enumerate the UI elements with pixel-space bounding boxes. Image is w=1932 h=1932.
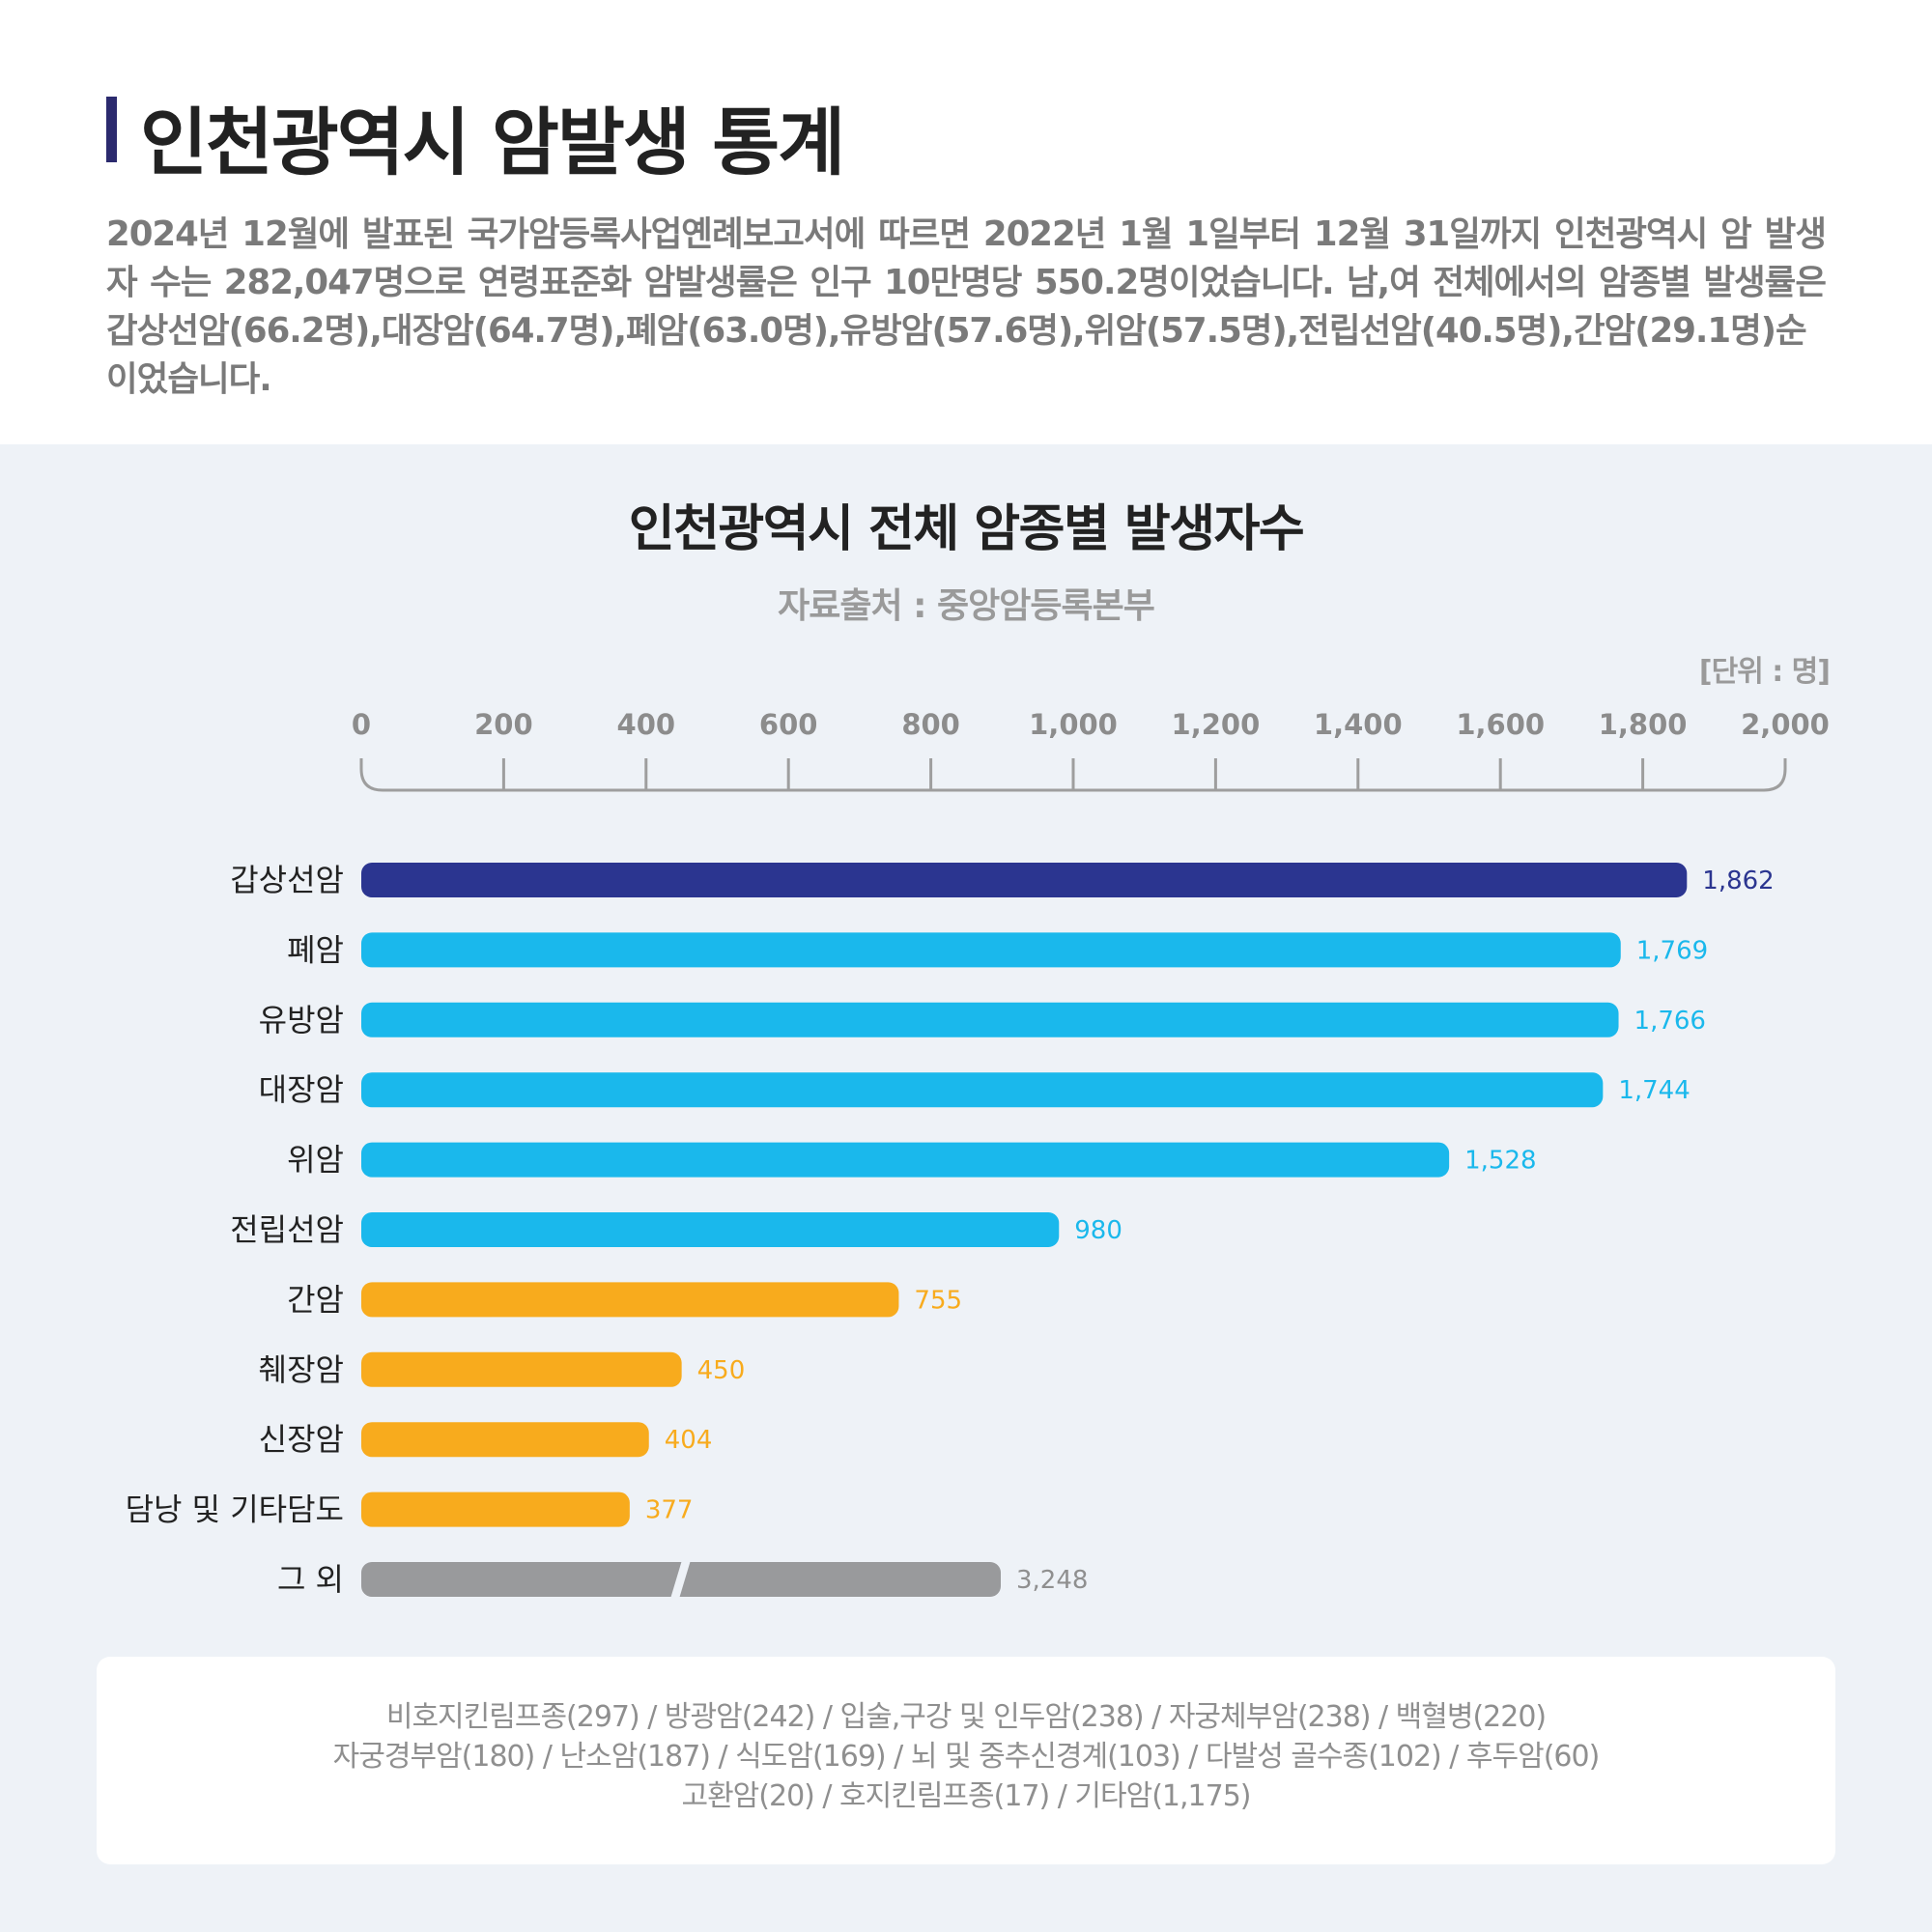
x-tick-label: 200: [474, 708, 533, 741]
category-label: 그 외: [277, 1561, 344, 1598]
category-label: 대장암: [259, 1071, 344, 1108]
bar: [361, 1282, 899, 1318]
value-label: 1,862: [1702, 867, 1774, 895]
x-tick-label: 2,000: [1741, 708, 1830, 741]
chart-unit-label: [단위 : 명]: [1698, 655, 1831, 689]
value-label: 377: [645, 1496, 694, 1525]
bars: 갑상선암 1,862 폐암 1,769 유방암 1,766 대장암 1,744 위암 1,528 전…: [126, 862, 1775, 1599]
value-label: 1,528: [1464, 1147, 1536, 1176]
value-label: 450: [697, 1356, 746, 1385]
chart-title: 인천광역시 전체 암종별 발생자수: [628, 500, 1305, 558]
value-label: 1,766: [1634, 1007, 1706, 1036]
note-line: 고환암(20) / 호지킨림프종(17) / 기타암(1,175): [681, 1779, 1251, 1813]
page-title: 인천광역시 암발생 통계: [140, 99, 845, 185]
bar: [361, 1072, 1604, 1108]
bar: [361, 1351, 682, 1387]
x-tick-label: 1,600: [1456, 708, 1545, 741]
value-label: 755: [914, 1286, 962, 1315]
bar: [361, 1422, 649, 1458]
category-label: 갑상선암: [230, 862, 344, 898]
category-label: 췌장암: [259, 1351, 344, 1388]
x-tick-label: 800: [901, 708, 960, 741]
other-cancers-note: 비호지킨림프종(297) / 방광암(242) / 입술,구강 및 인두암(23…: [97, 1657, 1835, 1864]
x-tick-label: 1,000: [1029, 708, 1118, 741]
x-tick-label: 600: [759, 708, 818, 741]
value-label: 1,744: [1618, 1076, 1690, 1105]
x-tick-label: 1,400: [1314, 708, 1403, 741]
category-label: 간암: [287, 1281, 344, 1318]
value-label: 3,248: [1016, 1566, 1088, 1595]
bar: [361, 1492, 630, 1527]
value-label: 980: [1074, 1216, 1122, 1245]
intro-paragraph: 2024년 12월에 발표된 국가암등록사업옌례보고서에 따르면 2022년 1…: [106, 214, 1827, 399]
category-label: 전립선암: [230, 1211, 344, 1248]
category-label: 위암: [287, 1142, 344, 1179]
x-tick-label: 1,800: [1599, 708, 1688, 741]
category-label: 신장암: [259, 1421, 344, 1458]
title-accent-bar: [106, 97, 117, 162]
bar: [361, 1002, 1619, 1037]
x-tick-label: 400: [617, 708, 676, 741]
bar: [361, 1212, 1060, 1247]
category-label: 폐암: [287, 931, 344, 968]
chart-source: 자료출처 : 중앙암등록본부: [778, 586, 1155, 626]
note-line: 비호지킨림프종(297) / 방광암(242) / 입술,구강 및 인두암(23…: [385, 1700, 1547, 1734]
x-tick-label: 0: [352, 708, 371, 741]
bar: [361, 1142, 1450, 1178]
bar: [361, 863, 1688, 897]
x-axis: 0 200 400 600 800 1,000 1,200 1,400 1,600 1,800 2,…: [352, 708, 1830, 792]
x-tick-label: 1,200: [1172, 708, 1261, 741]
value-label: 404: [665, 1426, 713, 1455]
bar: [361, 932, 1621, 968]
value-label: 1,769: [1636, 936, 1708, 965]
category-label: 담낭 및 기타담도: [126, 1492, 344, 1528]
axis-break-mark: [670, 1560, 691, 1599]
category-label: 유방암: [259, 1002, 344, 1038]
note-line: 자궁경부암(180) / 난소암(187) / 식도암(169) / 뇌 및 중…: [332, 1740, 1601, 1774]
